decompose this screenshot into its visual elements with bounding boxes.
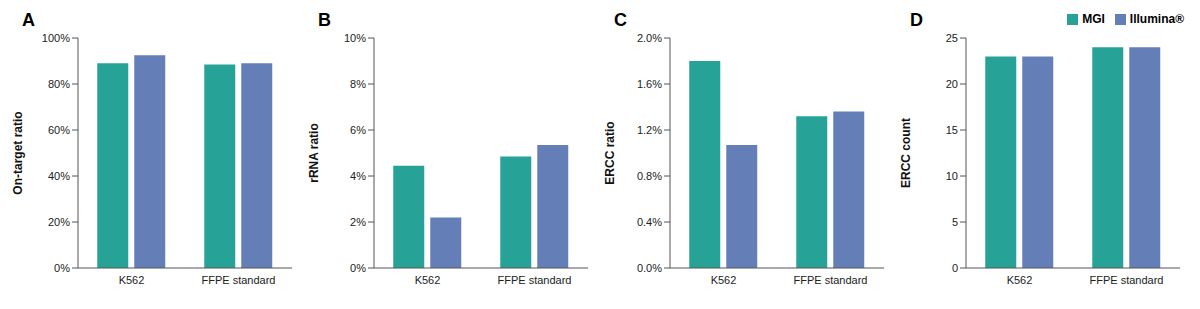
- svg-text:25: 25: [946, 32, 958, 44]
- svg-text:20: 20: [946, 78, 958, 90]
- svg-text:100%: 100%: [42, 32, 70, 44]
- svg-text:20%: 20%: [48, 216, 70, 228]
- html-text:MGI: MGI: [1082, 12, 1105, 26]
- svg-text:40%: 40%: [48, 170, 70, 182]
- svg-text:FFPE standard: FFPE standard: [498, 274, 572, 286]
- svg-text:1.6%: 1.6%: [637, 78, 662, 90]
- svg-text:0.8%: 0.8%: [637, 170, 662, 182]
- svg-text:K562: K562: [1007, 274, 1033, 286]
- html-text:C: C: [614, 10, 627, 30]
- svg-text:rRNA ratio: rRNA ratio: [307, 123, 321, 183]
- html-text:Illumina®: Illumina®: [1129, 12, 1184, 26]
- svg-text:FFPE standard: FFPE standard: [1090, 274, 1164, 286]
- svg-text:FFPE standard: FFPE standard: [202, 274, 276, 286]
- svg-text:2%: 2%: [350, 216, 366, 228]
- svg-text:1.2%: 1.2%: [637, 124, 662, 136]
- svg-text:0: 0: [952, 262, 958, 274]
- html-text:D: D: [910, 10, 923, 30]
- svg-text:4%: 4%: [350, 170, 366, 182]
- svg-text:10%: 10%: [344, 32, 366, 44]
- svg-text:K562: K562: [119, 274, 145, 286]
- svg-text:80%: 80%: [48, 78, 70, 90]
- svg-text:FFPE standard: FFPE standard: [794, 274, 868, 286]
- svg-text:ERCC ratio: ERCC ratio: [603, 121, 617, 184]
- svg-text:5: 5: [952, 216, 958, 228]
- svg-text:K562: K562: [711, 274, 737, 286]
- svg-text:On-target ratio: On-target ratio: [11, 111, 25, 194]
- svg-text:60%: 60%: [48, 124, 70, 136]
- svg-text:ERCC count: ERCC count: [899, 118, 913, 188]
- svg-text:0.4%: 0.4%: [637, 216, 662, 228]
- svg-text:0%: 0%: [350, 262, 366, 274]
- svg-text:15: 15: [946, 124, 958, 136]
- svg-text:K562: K562: [415, 274, 441, 286]
- html-text:A: A: [22, 10, 35, 30]
- svg-text:6%: 6%: [350, 124, 366, 136]
- html-text:B: B: [318, 10, 331, 30]
- svg-text:10: 10: [946, 170, 958, 182]
- svg-text:2.0%: 2.0%: [637, 32, 662, 44]
- svg-text:8%: 8%: [350, 78, 366, 90]
- svg-text:0.0%: 0.0%: [637, 262, 662, 274]
- svg-text:0%: 0%: [54, 262, 70, 274]
